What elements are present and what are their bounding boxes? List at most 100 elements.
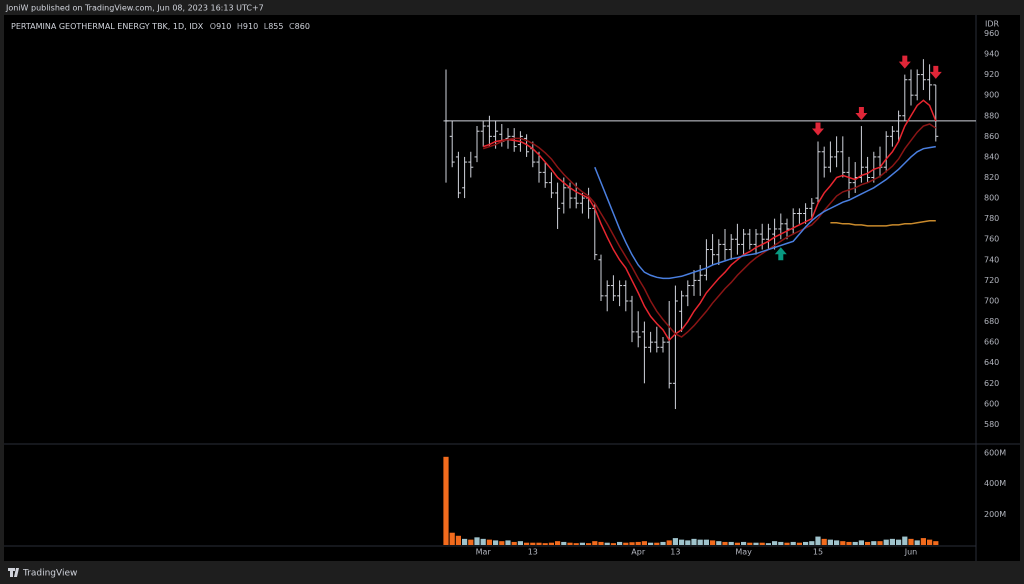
volume-bar [573,543,579,545]
volume-bar [765,543,771,545]
volume-bar [772,541,778,545]
x-tick-label: Mar [476,548,492,557]
y-tick-label: 780 [984,214,999,223]
ohlc-value: 910 [243,22,258,31]
volume-bar [784,542,790,545]
volume-bar [734,542,740,545]
volume-bar [567,542,573,545]
y-tick-label: 860 [984,132,999,141]
volume-bar [610,543,616,545]
y-tick-label: 900 [984,91,999,100]
volume-bar [691,538,697,545]
y-tick-label: 660 [984,338,999,347]
volume-bar [480,538,486,545]
y-tick-label: 760 [984,235,999,244]
volume-bar [579,542,585,545]
y-tick-label: 840 [984,152,999,161]
volume-bar [449,532,455,545]
signal-arrow [812,122,824,136]
volume-bar [604,542,610,545]
volume-bar [914,540,920,545]
y-tick-label: 680 [984,317,999,326]
logo-shape [8,568,19,577]
volume-bar [530,542,536,545]
volume-bar [623,542,629,545]
ohlc-label: L [264,22,269,31]
volume-bar [834,540,840,545]
volume-bar [536,542,542,545]
volume-bar [796,542,802,545]
volume-bar [747,542,753,545]
volume-bar [728,541,734,545]
volume-bar [561,541,567,545]
signal-arrow [855,107,868,121]
ohlc-label: H [237,22,243,31]
y-tick-label: 940 [984,50,999,59]
y-tick-label: 640 [984,358,999,367]
x-tick-label: 13 [670,548,680,557]
volume-bar [896,539,902,545]
volume-bar [629,542,635,545]
ohlc-label: C [289,22,295,31]
y-tick-label: 960 [984,29,999,38]
published-line: JoniW published on TradingView.com, Jun … [5,4,264,13]
volume-bar [852,541,858,545]
volume-bar [592,541,598,545]
indicator-line [482,99,937,342]
volume-bar [840,541,846,545]
y-tick-label: 820 [984,173,999,182]
volume-bar [927,539,933,545]
legend-line: PERTAMINA GEOTHERMAL ENERGY TBK, 1D, IDX… [11,22,310,31]
volume-bar [499,541,505,545]
volume-bar [468,539,474,545]
plot: 580 600 620 640 660 680 700 720 740 760 780 800 820 8… [443,29,1006,557]
y-tick-label: 880 [984,111,999,120]
indicator-line [830,219,936,227]
volume-bar [635,541,641,545]
y-tick-label: 740 [984,255,999,264]
y-tick-label: 580 [984,420,999,429]
volume-bar [710,540,716,545]
volume-bar [753,542,759,545]
volume-bar [586,543,592,545]
ohlc-label: O [210,22,216,31]
ohlc-value: 855 [268,22,283,31]
volume-bar [821,538,827,545]
volume-bar [858,540,864,545]
volume-bar [920,538,926,545]
volume-bar [555,541,561,545]
indicator-line [482,123,937,338]
volume-bar [865,541,871,545]
signal-arrow [898,55,911,69]
volume-bar [697,539,703,545]
ohlc-value: 910 [216,22,231,31]
volume-bar [511,541,517,545]
signal-arrow [774,247,787,261]
volume-bar [908,538,914,545]
x-tick-label: 13 [528,548,538,557]
volume-bar [598,541,604,545]
indicator-line [594,145,936,280]
volume-bar [679,539,685,545]
volume-bar [486,539,492,545]
brand-logo [8,568,19,577]
volume-bar [685,540,691,545]
y-tick-label: 920 [984,70,999,79]
y-tick-label: 620 [984,379,999,388]
volume-bar [877,541,883,545]
volume-bar [654,542,660,545]
y-tick-label: 800 [984,194,999,203]
x-tick-label: Jun [904,548,918,557]
y-tick-label: 700 [984,296,999,305]
volume-bar [902,536,908,545]
volume-bar [517,541,523,545]
volume-bar [846,541,852,545]
volume-bar [871,541,877,545]
chart-title: PERTAMINA GEOTHERMAL ENERGY TBK, 1D, IDX [11,22,204,31]
volume-bar [809,541,815,545]
volume-bar [933,541,939,545]
currency-label: IDR [985,20,1000,29]
volume-bar [548,542,554,545]
volume-bar [666,540,672,545]
